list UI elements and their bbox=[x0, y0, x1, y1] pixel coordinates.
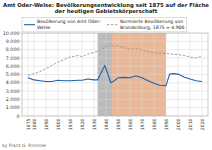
grid-line-x bbox=[142, 33, 143, 116]
grid-line-x bbox=[28, 33, 29, 116]
grid-line-x bbox=[166, 33, 167, 116]
tick-y bbox=[21, 91, 23, 92]
legend: Bevölkerung von Amt Oder-Welse Normierte … bbox=[22, 18, 187, 32]
tick-x bbox=[34, 116, 35, 118]
tick-label-y: 9.000 bbox=[6, 39, 20, 44]
tick-x bbox=[118, 116, 119, 118]
grid-line-x bbox=[202, 33, 203, 116]
grid-line-y bbox=[22, 49, 208, 50]
y-axis: 0 1.000 2.000 3.000 4.000 5.000 6.000 7.000 8.00… bbox=[3, 31, 22, 119]
tick-label-x: 1980 bbox=[152, 118, 157, 130]
tick-x bbox=[166, 116, 167, 118]
tick-x bbox=[70, 116, 71, 118]
series-line bbox=[28, 44, 202, 75]
tick-label-x: 1880 bbox=[32, 118, 37, 130]
tick-y bbox=[21, 99, 23, 100]
tick-label-y: 1.000 bbox=[6, 105, 20, 110]
legend-handle bbox=[107, 24, 118, 25]
tick-label-y: 6.000 bbox=[6, 64, 20, 69]
x-axis: 18751880 1890 1900 1910 1920 1930 1940 1950 1960… bbox=[26, 116, 205, 130]
tick-y bbox=[21, 49, 23, 50]
tick-label-y: 4.000 bbox=[6, 80, 20, 85]
plot-background bbox=[22, 33, 208, 116]
grid-line-x bbox=[130, 33, 131, 116]
grid-line-x bbox=[34, 33, 35, 116]
legend-frame bbox=[22, 18, 187, 32]
tick-label-y: 5.000 bbox=[6, 72, 20, 77]
tick-label-y: 7.000 bbox=[6, 56, 20, 61]
tick-x bbox=[106, 116, 107, 118]
tick-label-x: 2000 bbox=[176, 118, 181, 130]
grid-line-x bbox=[154, 33, 155, 116]
plot-frame bbox=[22, 33, 208, 116]
tick-label-x: 1890 bbox=[44, 118, 49, 130]
grid-line-x bbox=[94, 33, 95, 116]
tick-label-y: 0 bbox=[16, 114, 19, 119]
tick-x bbox=[178, 116, 179, 118]
text-line: Brandenburg, 1875 = 4.906 bbox=[120, 25, 185, 30]
tick-label-x: 1970 bbox=[140, 118, 145, 130]
series-line bbox=[28, 65, 202, 85]
grid-line-y bbox=[22, 57, 208, 58]
tick-x bbox=[94, 116, 95, 118]
tick-label-y: 8.000 bbox=[6, 47, 20, 52]
tick-x bbox=[190, 116, 191, 118]
tick-label-x: 1910 bbox=[68, 118, 73, 130]
grid-line-x bbox=[190, 33, 191, 116]
tick-y bbox=[21, 66, 23, 67]
grid-line-x bbox=[70, 33, 71, 116]
tick-label-x: 1930 bbox=[92, 118, 97, 130]
tick-label-y: 2.000 bbox=[6, 97, 20, 102]
tick-y bbox=[21, 82, 23, 83]
annotation: by Franz G. Frimmel bbox=[2, 143, 46, 148]
plot-area bbox=[22, 33, 208, 116]
legend-label: Normierte Bevölkerung vonBrandenburg, 18… bbox=[120, 19, 185, 29]
tick-x bbox=[142, 116, 143, 118]
tick-label-x: 2010 bbox=[188, 118, 193, 130]
tick-x bbox=[58, 116, 59, 118]
grid-line-y bbox=[22, 82, 208, 83]
grid-line-y bbox=[22, 91, 208, 92]
legend-label: Bevölkerung von Amt Oder-Welse bbox=[37, 19, 101, 29]
tick-x bbox=[202, 116, 203, 118]
tick-x bbox=[130, 116, 131, 118]
grid-line-x bbox=[46, 33, 47, 116]
grid-line-y bbox=[22, 99, 208, 100]
tick-x bbox=[154, 116, 155, 118]
tick-y bbox=[21, 116, 23, 117]
tick-label-x: 1950 bbox=[116, 118, 121, 130]
grid-line-y bbox=[22, 41, 208, 42]
tick-x bbox=[28, 116, 29, 118]
title: Amt Oder-Welse: Bevölkerungsentwicklung … bbox=[3, 2, 209, 15]
tick-label-x: 1920 bbox=[80, 118, 85, 130]
tick-label-x: 2020 bbox=[200, 118, 205, 130]
grid-line-x bbox=[58, 33, 59, 116]
tick-y bbox=[21, 57, 23, 58]
grid-line-x bbox=[106, 33, 107, 116]
grid-line-y bbox=[22, 66, 208, 67]
tick-label-x: 1875 bbox=[26, 118, 31, 130]
tick-x bbox=[82, 116, 83, 118]
chart: Amt Oder-Welse: Bevölkerungsentwicklung … bbox=[0, 0, 212, 150]
tick-x bbox=[46, 116, 47, 118]
tick-label-x: 1940 bbox=[104, 118, 109, 130]
tick-label-x: 1960 bbox=[128, 118, 133, 130]
tick-y bbox=[21, 41, 23, 42]
grid bbox=[22, 33, 208, 116]
tick-label-y: 3.000 bbox=[6, 89, 20, 94]
text-line: Welse bbox=[37, 25, 51, 30]
tick-label-y: 10.000 bbox=[3, 31, 20, 36]
legend-handle bbox=[24, 24, 35, 25]
tick-label-x: 1990 bbox=[164, 118, 169, 130]
tick-y bbox=[21, 74, 23, 75]
text-line: der heutigen Gebietskörperschaft bbox=[55, 8, 158, 15]
tick-y bbox=[21, 107, 23, 108]
tick-label-x: 1900 bbox=[56, 118, 61, 130]
grid-line-x bbox=[82, 33, 83, 116]
tick-y bbox=[21, 33, 23, 34]
grid-line-y bbox=[22, 107, 208, 108]
